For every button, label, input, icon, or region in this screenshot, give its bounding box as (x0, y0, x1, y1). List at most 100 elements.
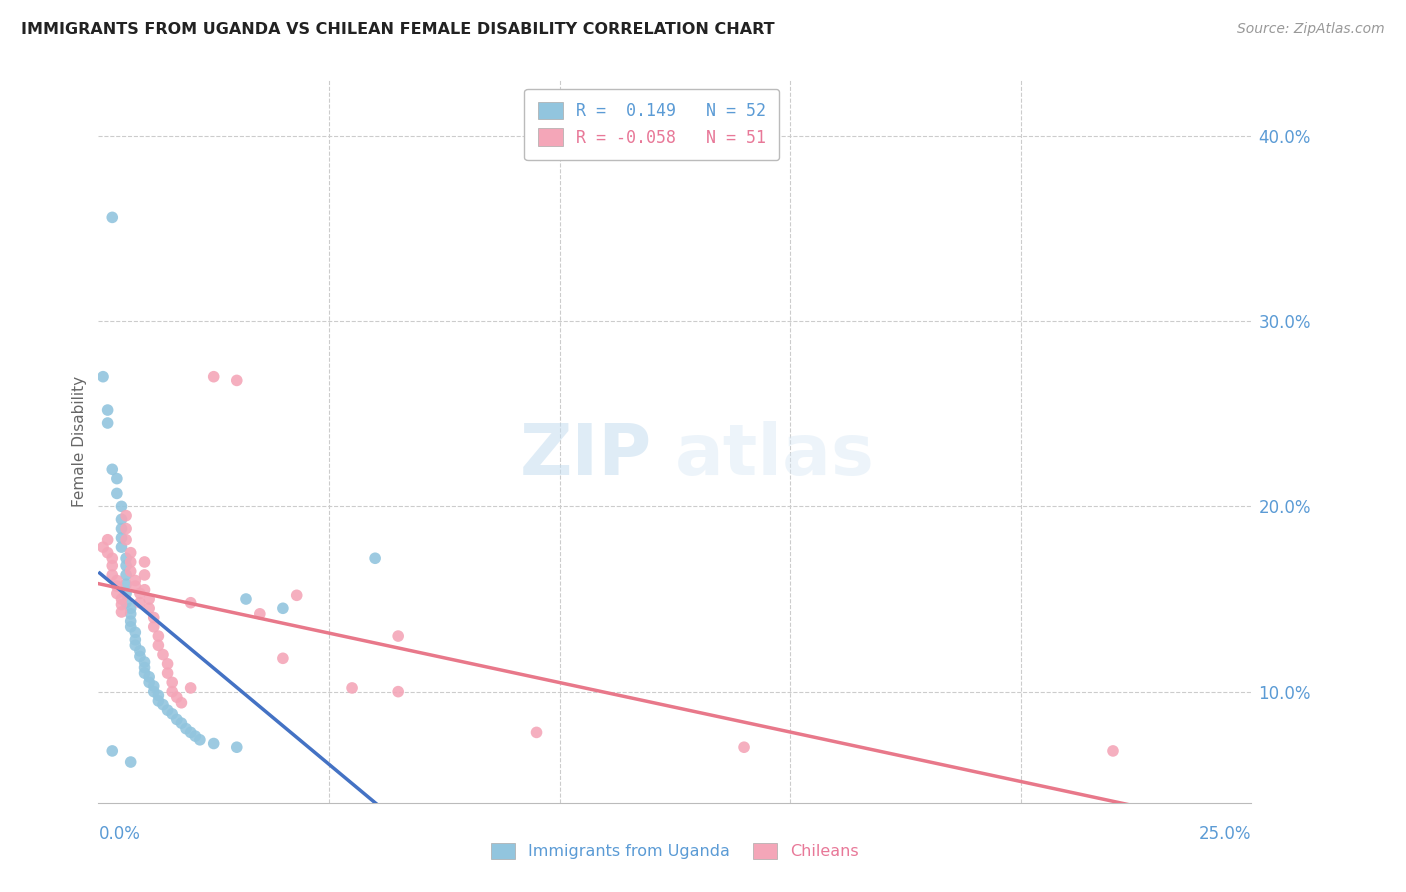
Point (120, 601, 142, 615)
Point (160, 706, 183, 721)
Point (97, 546, 120, 560)
Point (202, 737, 225, 751)
Point (105, 579, 128, 593)
Point (156, 657, 179, 671)
Point (120, 614, 142, 628)
Point (110, 512, 132, 526)
Point (387, 629, 409, 643)
Point (271, 601, 294, 615)
Point (364, 551, 387, 566)
Point (115, 558, 138, 573)
Point (120, 755, 142, 769)
Point (148, 689, 170, 703)
Point (120, 620, 142, 634)
Point (105, 472, 128, 486)
Point (97, 403, 120, 417)
Point (134, 660, 156, 674)
Point (115, 586, 138, 600)
Point (105, 574, 128, 588)
Point (134, 582, 156, 597)
Point (180, 725, 202, 739)
Legend: Immigrants from Uganda, Chileans: Immigrants from Uganda, Chileans (482, 835, 868, 867)
Point (101, 558, 124, 573)
Point (110, 522, 132, 536)
Point (526, 725, 548, 739)
Text: IMMIGRANTS FROM UGANDA VS CHILEAN FEMALE DISABILITY CORRELATION CHART: IMMIGRANTS FROM UGANDA VS CHILEAN FEMALE… (21, 22, 775, 37)
Point (188, 732, 211, 747)
Point (285, 588, 308, 602)
Text: 0.0%: 0.0% (98, 825, 141, 843)
Point (129, 649, 152, 664)
Point (180, 681, 202, 695)
Point (166, 690, 188, 705)
Point (142, 684, 165, 698)
Point (225, 740, 247, 755)
Point (97, 533, 120, 547)
Point (152, 648, 174, 662)
Point (115, 596, 138, 610)
Point (733, 740, 755, 755)
Point (124, 625, 146, 640)
Point (120, 607, 142, 621)
Point (124, 638, 146, 652)
Point (115, 522, 138, 536)
Point (120, 546, 142, 560)
Point (134, 568, 156, 582)
Point (115, 577, 138, 591)
Point (142, 679, 165, 693)
Point (202, 369, 225, 384)
Point (340, 681, 363, 695)
Point (156, 703, 179, 717)
Point (110, 500, 132, 514)
Point (170, 696, 193, 710)
Point (160, 675, 183, 690)
Point (225, 373, 247, 387)
Point (115, 551, 138, 566)
Point (156, 666, 179, 681)
Point (105, 586, 128, 600)
Point (142, 620, 165, 634)
Point (101, 744, 124, 758)
Point (101, 568, 124, 582)
Point (1102, 744, 1125, 758)
Point (138, 592, 160, 607)
Point (101, 211, 124, 225)
Point (138, 670, 160, 684)
Point (134, 666, 156, 681)
Point (124, 579, 146, 593)
Point (115, 568, 138, 582)
Point (91, 540, 114, 554)
Point (115, 508, 138, 523)
Point (134, 655, 156, 669)
Point (235, 592, 257, 607)
Point (166, 713, 188, 727)
Point (101, 462, 124, 476)
Point (110, 531, 132, 545)
Point (148, 694, 170, 708)
Point (105, 486, 128, 500)
Text: ZIP: ZIP (520, 422, 652, 491)
Text: 25.0%: 25.0% (1199, 825, 1251, 843)
Point (134, 555, 156, 569)
Point (97, 416, 120, 430)
Point (129, 586, 152, 600)
Point (180, 596, 202, 610)
Point (129, 644, 152, 658)
Text: atlas: atlas (675, 422, 875, 491)
Point (120, 564, 142, 578)
Point (142, 610, 165, 624)
Point (174, 722, 197, 736)
Point (152, 698, 174, 712)
Point (110, 592, 132, 607)
Y-axis label: Female Disability: Female Disability (72, 376, 87, 508)
Point (91, 369, 114, 384)
Point (110, 605, 132, 619)
Point (110, 540, 132, 554)
Point (138, 675, 160, 690)
Point (129, 596, 152, 610)
Point (387, 684, 409, 698)
Point (249, 607, 271, 621)
Text: Source: ZipAtlas.com: Source: ZipAtlas.com (1237, 22, 1385, 37)
Point (148, 629, 170, 643)
Point (138, 601, 160, 615)
